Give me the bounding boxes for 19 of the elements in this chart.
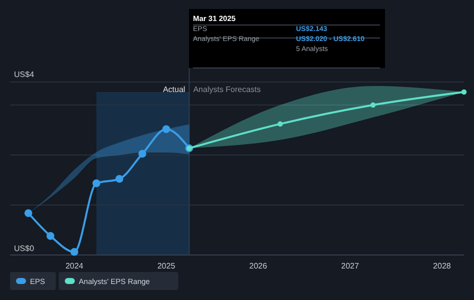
point bbox=[138, 150, 146, 158]
ref-line-label: Actual bbox=[162, 85, 186, 94]
point bbox=[278, 121, 283, 127]
annotation: Analysts Forecasts bbox=[193, 85, 261, 94]
point bbox=[92, 179, 100, 188]
x-tick-label: 2028 bbox=[433, 262, 452, 271]
point bbox=[461, 89, 467, 95]
x-tick-label: 2025 bbox=[157, 262, 176, 271]
point bbox=[370, 102, 376, 108]
point bbox=[115, 174, 124, 183]
point bbox=[70, 248, 78, 256]
text: US$4 bbox=[14, 70, 35, 79]
x-tick-label: 2027 bbox=[341, 262, 360, 271]
point bbox=[24, 209, 32, 218]
x-tick-label: 2026 bbox=[249, 262, 268, 271]
annotation: US$0 bbox=[14, 244, 35, 253]
point bbox=[162, 125, 170, 134]
x-tick-label: 2024 bbox=[65, 262, 84, 271]
point bbox=[46, 232, 54, 240]
